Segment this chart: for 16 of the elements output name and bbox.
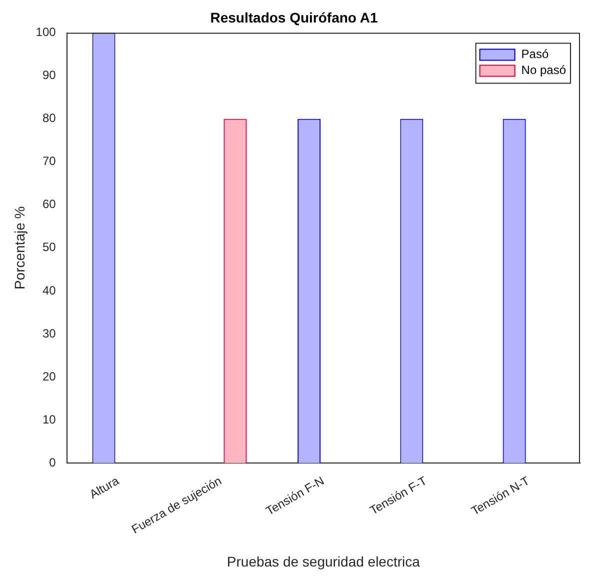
y-tick-label: 90 [42,68,56,82]
y-tick-label: 10 [42,412,56,426]
y-axis-title: Porcentaje % [11,206,28,290]
chart-title: Resultados Quirófano A1 [210,9,378,26]
y-tick-label: 30 [42,326,56,340]
y-tick-label: 50 [42,240,56,254]
legend-label: Pasó [521,47,549,62]
legend-label: No pasó [521,63,566,78]
x-axis-title: Pruebas de seguridad electrica [226,553,420,570]
y-tick-label: 70 [42,154,56,168]
y-tick-label: 100 [36,25,56,40]
y-tick-label: 80 [42,111,56,126]
y-tick-label: 0 [49,455,56,470]
y-tick-label: 60 [42,197,56,212]
y-tick-label: 40 [42,283,56,298]
y-tick-label: 20 [42,369,56,384]
